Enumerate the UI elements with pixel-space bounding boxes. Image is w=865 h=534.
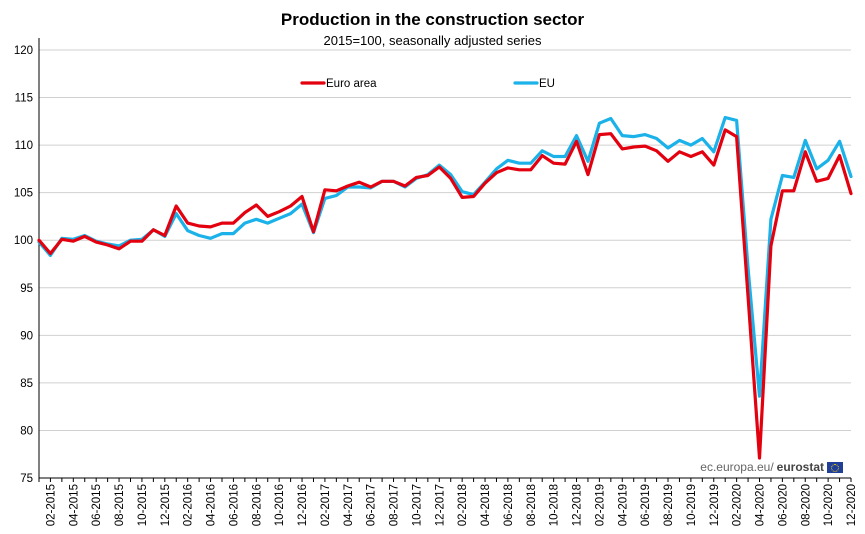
eu-flag-icon xyxy=(827,461,843,473)
y-tick-label: 85 xyxy=(20,378,33,390)
x-tick-label: 12-2017 xyxy=(434,484,446,526)
x-tick-label: 04-2017 xyxy=(343,484,355,526)
chart-subtitle: 2015=100, seasonally adjusted series xyxy=(323,33,542,48)
x-tick-label: 06-2020 xyxy=(777,484,789,526)
x-tick-label: 02-2017 xyxy=(320,484,332,526)
x-tick-label: 02-2015 xyxy=(45,484,57,526)
y-tick-label: 115 xyxy=(15,93,33,105)
series-line-eu xyxy=(37,115,853,398)
x-tick-label: 04-2020 xyxy=(755,484,767,526)
x-tick-label: 06-2016 xyxy=(228,484,240,526)
axes: 75 80 85 90 95 100 105 110 115 120 02-2015 04-2015 0… xyxy=(14,38,858,526)
x-tick-label: 10-2017 xyxy=(411,484,423,526)
y-tick-label: 110 xyxy=(15,140,33,152)
x-tick-label: 08-2020 xyxy=(800,484,812,526)
x-tick-label: 02-2016 xyxy=(183,484,195,526)
x-tick-label: 06-2019 xyxy=(640,484,652,526)
y-tick-label: 120 xyxy=(14,45,33,57)
y-tick-label: 95 xyxy=(20,283,33,295)
x-tick-label: 12-2016 xyxy=(297,484,309,526)
y-tick-label: 80 xyxy=(20,425,33,437)
source-site: ec.europa.eu/ xyxy=(700,460,774,474)
x-tick-label: 02-2018 xyxy=(457,484,469,526)
x-tick-label: 04-2018 xyxy=(480,484,492,526)
x-tick-label: 08-2018 xyxy=(526,484,538,526)
x-tick-label: 12-2015 xyxy=(160,484,172,526)
x-tick-label: 06-2015 xyxy=(91,484,103,526)
x-tick-label: 04-2016 xyxy=(206,484,218,526)
x-tick-label: 08-2019 xyxy=(663,484,675,526)
x-tick-label: 02-2020 xyxy=(732,484,744,526)
x-tick-label: 08-2017 xyxy=(389,484,401,526)
series-lines xyxy=(37,115,853,460)
x-tick-label: 06-2017 xyxy=(366,484,378,526)
x-tick-label: 04-2015 xyxy=(68,484,80,526)
x-tick-label: 08-2016 xyxy=(251,484,263,526)
x-tick-label: 04-2019 xyxy=(617,484,629,526)
legend-label-euro-area: Euro area xyxy=(326,78,377,90)
legend: Euro area EU xyxy=(300,78,555,90)
x-tick-label: 10-2016 xyxy=(274,484,286,526)
y-tick-label: 75 xyxy=(20,473,33,485)
x-tick-label: 10-2020 xyxy=(823,484,835,526)
y-tick-label: 90 xyxy=(20,330,33,342)
x-tick-label: 12-2020 xyxy=(846,484,858,526)
x-tick-label: 02-2019 xyxy=(594,484,606,526)
x-tick-label: 12-2018 xyxy=(572,484,584,526)
x-tick-label: 10-2018 xyxy=(549,484,561,526)
x-tick-label: 08-2015 xyxy=(114,484,126,526)
series-line-euro-area xyxy=(37,128,853,460)
x-tick-label: 10-2015 xyxy=(137,484,149,526)
x-tick-label: 10-2019 xyxy=(686,484,698,526)
legend-label-eu: EU xyxy=(539,78,555,90)
y-tick-label: 105 xyxy=(14,188,33,200)
y-tick-label: 100 xyxy=(14,235,33,247)
x-tick-label: 06-2018 xyxy=(503,484,515,526)
x-tick-label: 12-2019 xyxy=(709,484,721,526)
gridlines xyxy=(39,49,851,431)
source-brand: eurostat xyxy=(776,460,824,474)
source-credit: ec.europa.eu/eurostat xyxy=(700,460,843,474)
chart-title: Production in the construction sector xyxy=(280,10,585,29)
